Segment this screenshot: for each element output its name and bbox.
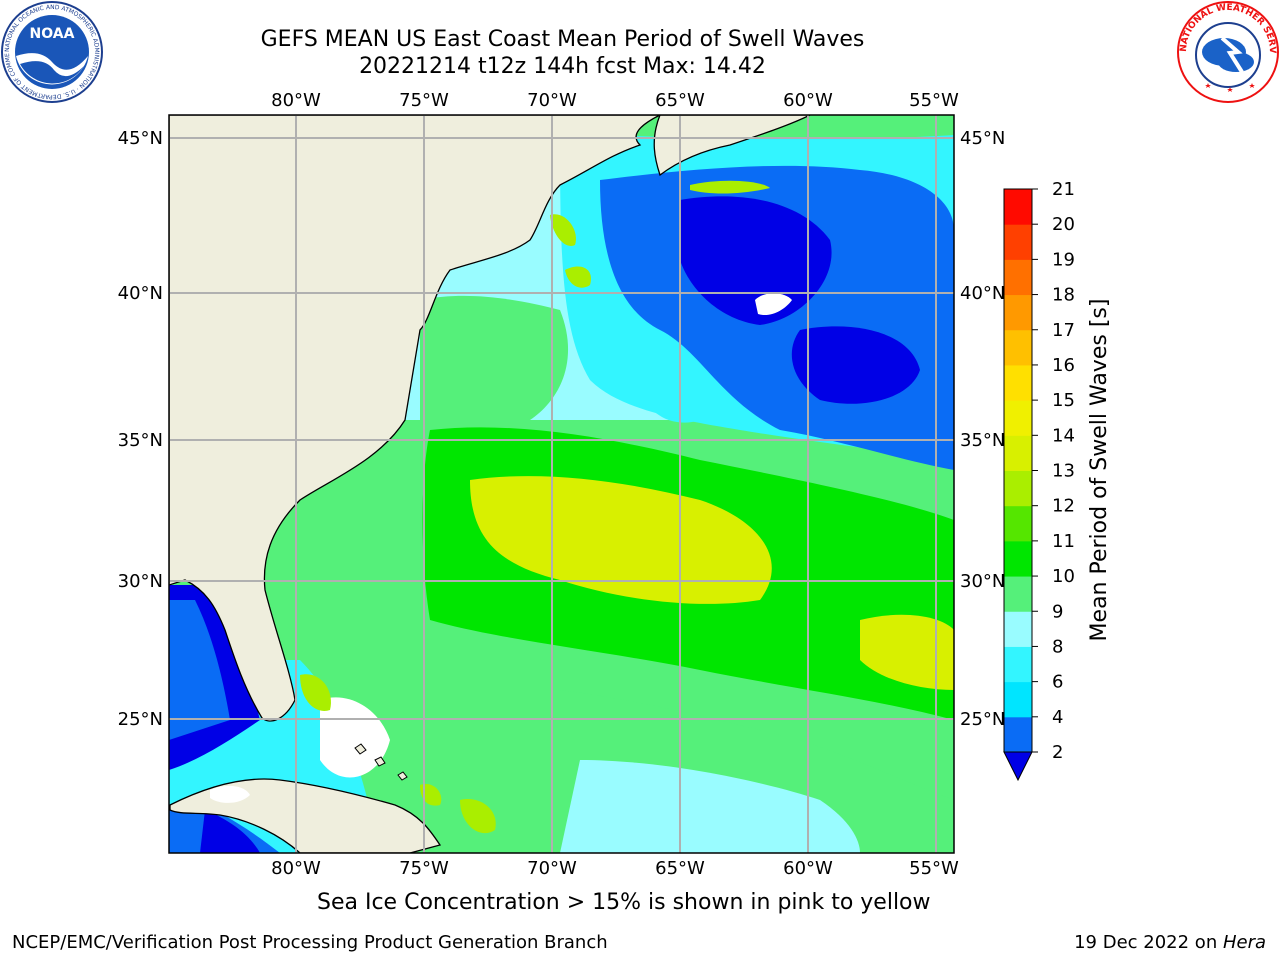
colorbar-tick-label: 9	[1052, 601, 1063, 622]
colorbar-tick-label: 15	[1052, 390, 1075, 411]
colorbar-bin	[1004, 646, 1032, 683]
lat-label: 30°N	[960, 571, 1005, 592]
lat-label: 40°N	[118, 283, 163, 304]
colorbar-bin	[1004, 611, 1032, 647]
lat-label: 40°N	[960, 283, 1005, 304]
lat-labels-left: 45°N 40°N 35°N 30°N 25°N	[118, 128, 163, 730]
footer-date: 19 Dec 2022 on Hera	[1074, 932, 1266, 953]
colorbar-tick-label: 11	[1052, 531, 1075, 552]
lat-labels-right: 45°N 40°N 35°N 30°N 25°N	[960, 128, 1005, 730]
colorbar-tick-label: 4	[1052, 707, 1063, 728]
lat-label: 35°N	[118, 430, 163, 451]
colorbar-bin	[1004, 400, 1032, 436]
chart-subtitle: 20221214 t12z 144h fcst Max: 14.42	[359, 54, 766, 79]
noaa-text: NOAA	[30, 26, 75, 42]
lat-label: 30°N	[118, 571, 163, 592]
colorbar-bin	[1004, 329, 1032, 366]
map-field	[169, 115, 954, 853]
colorbar-tick-label: 13	[1052, 461, 1075, 482]
lon-labels-top: 80°W 75°W 70°W 65°W 60°W 55°W	[271, 90, 959, 111]
lon-labels-bottom: 80°W 75°W 70°W 65°W 60°W 55°W	[271, 858, 959, 879]
grid-lines	[169, 115, 954, 853]
nws-logo: NATIONAL WEATHER SERVICE	[1176, 0, 1279, 103]
footer-credit: NCEP/EMC/Verification Post Processing Pr…	[12, 932, 608, 953]
colorbar-tick-label: 21	[1052, 179, 1075, 200]
colorbar-bin	[1004, 189, 1032, 225]
lon-label: 80°W	[271, 90, 321, 111]
colorbar-tick-label: 2	[1052, 742, 1063, 763]
colorbar-tick-label: 6	[1052, 672, 1063, 693]
colorbar-tick-label: 16	[1052, 355, 1075, 376]
colorbar-bin	[1004, 294, 1032, 331]
colorbar-tick-label: 19	[1052, 249, 1075, 270]
noaa-logo: NATIONAL OCEANIC AND ATMOSPHERIC ADMINIS…	[0, 0, 103, 103]
lon-label: 70°W	[527, 858, 577, 879]
colorbar-tick-label: 8	[1052, 636, 1063, 657]
lon-label: 65°W	[655, 90, 705, 111]
colorbar-bin	[1004, 259, 1032, 296]
colorbar-tick-label: 20	[1052, 214, 1075, 235]
colorbar-bin	[1004, 435, 1032, 471]
lat-label: 45°N	[960, 128, 1005, 149]
lat-label: 25°N	[960, 709, 1005, 730]
colorbar-bin	[1004, 505, 1032, 542]
lon-label: 60°W	[783, 90, 833, 111]
colorbar-tick-label: 12	[1052, 496, 1075, 517]
footer-date-text: 19 Dec 2022 on	[1074, 932, 1223, 953]
footer-machine: Hera	[1222, 932, 1266, 953]
colorbar-tick-label: 18	[1052, 285, 1075, 306]
colorbar-bin	[1004, 364, 1032, 401]
lon-label: 75°W	[399, 90, 449, 111]
colorbar-label: Mean Period of Swell Waves [s]	[1087, 299, 1112, 642]
sea-ice-note: Sea Ice Concentration > 15% is shown in …	[317, 890, 931, 915]
lon-label: 75°W	[399, 858, 449, 879]
colorbar-under-extension	[1003, 751, 1033, 782]
lon-label: 55°W	[909, 90, 959, 111]
lon-label: 65°W	[655, 858, 705, 879]
lon-label: 60°W	[783, 858, 833, 879]
colorbar-tick-label: 14	[1052, 425, 1075, 446]
lon-label: 80°W	[271, 858, 321, 879]
colorbar-tick-label: 10	[1052, 566, 1075, 587]
lon-label: 55°W	[909, 858, 959, 879]
colorbar-bin	[1004, 681, 1032, 718]
colorbar-bin	[1004, 576, 1032, 612]
colorbar-bin	[1004, 540, 1032, 577]
colorbar-bin	[1004, 224, 1032, 260]
map-frame	[168, 114, 955, 854]
lat-label: 45°N	[118, 128, 163, 149]
chart-title: GEFS MEAN US East Coast Mean Period of S…	[260, 27, 865, 52]
lat-label: 35°N	[960, 430, 1005, 451]
lon-label: 70°W	[527, 90, 577, 111]
colorbar-bin	[1004, 470, 1032, 507]
colorbar: 2 4 6 8 9 10 11 12 13 14 15 16 17 18 19 20 21	[1003, 179, 1075, 782]
colorbar-tick-label: 17	[1052, 320, 1075, 341]
colorbar-bin	[1004, 716, 1032, 753]
lat-label: 25°N	[118, 709, 163, 730]
